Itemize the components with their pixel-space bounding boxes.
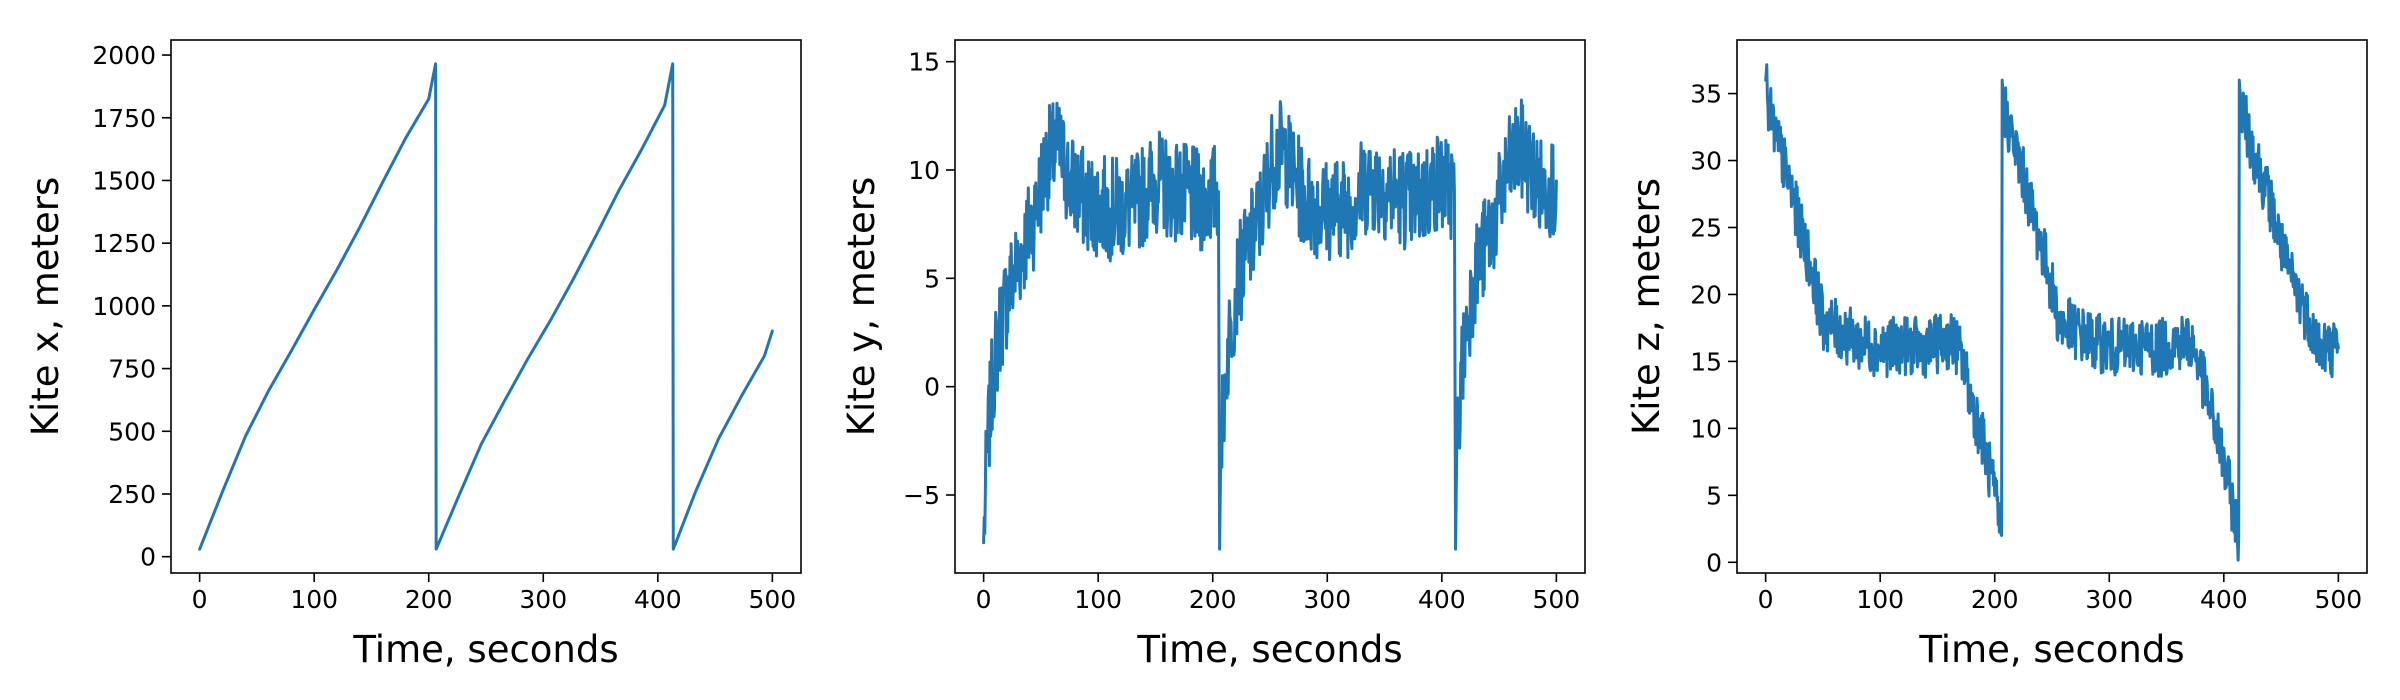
series-line bbox=[982, 98, 1558, 551]
y-tick-label: 1500 bbox=[92, 166, 156, 195]
y-tick-label: 5 bbox=[924, 264, 940, 293]
y-tick-label: 15 bbox=[908, 48, 940, 77]
x-tick-label: 300 bbox=[1303, 585, 1351, 614]
chart-panel-kite-z: Time, seconds Kite z, meters 0 100 200 300 4… bbox=[1625, 39, 2368, 671]
axes-frame bbox=[170, 39, 802, 574]
x-tick-label: 100 bbox=[1856, 585, 1904, 614]
x-tick-label: 500 bbox=[1533, 585, 1581, 614]
plot-area bbox=[1764, 63, 2340, 562]
y-tick-label: −5 bbox=[903, 481, 940, 510]
y-tick-label: 0 bbox=[924, 373, 940, 402]
y-tick-label: 1250 bbox=[92, 229, 156, 258]
x-tick-label: 400 bbox=[1418, 585, 1466, 614]
y-tick-label: 10 bbox=[908, 156, 940, 185]
series-line bbox=[198, 62, 774, 551]
x-tick-label: 500 bbox=[749, 585, 797, 614]
x-tick-label: 300 bbox=[2085, 585, 2133, 614]
y-tick-label: 1000 bbox=[92, 292, 156, 321]
y-tick-label: 0 bbox=[1706, 548, 1722, 577]
y-axis-label: Kite x, meters bbox=[24, 177, 67, 437]
y-tick-label: 2000 bbox=[92, 41, 156, 70]
axes-frame bbox=[1736, 39, 2368, 574]
y-tick-label: 30 bbox=[1690, 147, 1722, 176]
plot-area bbox=[198, 62, 774, 551]
x-tick-label: 300 bbox=[519, 585, 567, 614]
x-axis-label: Time, seconds bbox=[1918, 628, 2184, 671]
x-tick-label: 200 bbox=[405, 585, 453, 614]
y-tick-label: 15 bbox=[1690, 347, 1722, 376]
x-tick-label: 100 bbox=[290, 585, 338, 614]
y-tick-label: 35 bbox=[1690, 80, 1722, 109]
y-tick-label: 500 bbox=[108, 417, 156, 446]
x-tick-label: 100 bbox=[1074, 585, 1122, 614]
x-tick-label: 0 bbox=[192, 585, 208, 614]
x-axis-label: Time, seconds bbox=[352, 628, 618, 671]
y-axis-label: Kite y, meters bbox=[840, 177, 883, 437]
x-tick-label: 200 bbox=[1189, 585, 1237, 614]
y-tick-label: 250 bbox=[108, 480, 156, 509]
x-tick-label: 200 bbox=[1971, 585, 2019, 614]
x-axis-label: Time, seconds bbox=[1136, 628, 1402, 671]
chart-panel-kite-y: Time, seconds Kite y, meters 0 100 200 300 4… bbox=[840, 39, 1586, 671]
y-tick-label: 1750 bbox=[92, 104, 156, 133]
x-tick-label: 500 bbox=[2315, 585, 2363, 614]
y-tick-label: 750 bbox=[108, 355, 156, 384]
y-tick-label: 0 bbox=[140, 543, 156, 572]
x-tick-label: 0 bbox=[1758, 585, 1774, 614]
y-tick-label: 10 bbox=[1690, 414, 1722, 443]
x-tick-label: 400 bbox=[2200, 585, 2248, 614]
x-tick-label: 400 bbox=[634, 585, 682, 614]
y-tick-label: 5 bbox=[1706, 481, 1722, 510]
y-tick-label: 25 bbox=[1690, 213, 1722, 242]
chart-panel-kite-x: Time, seconds Kite x, meters 0 100 200 300 4… bbox=[24, 39, 802, 671]
series-line bbox=[1764, 63, 2340, 562]
x-tick-label: 0 bbox=[976, 585, 992, 614]
y-tick-label: 20 bbox=[1690, 280, 1722, 309]
axes-frame bbox=[954, 39, 1586, 574]
plot-area bbox=[982, 98, 1558, 551]
y-axis-label: Kite z, meters bbox=[1625, 178, 1668, 435]
